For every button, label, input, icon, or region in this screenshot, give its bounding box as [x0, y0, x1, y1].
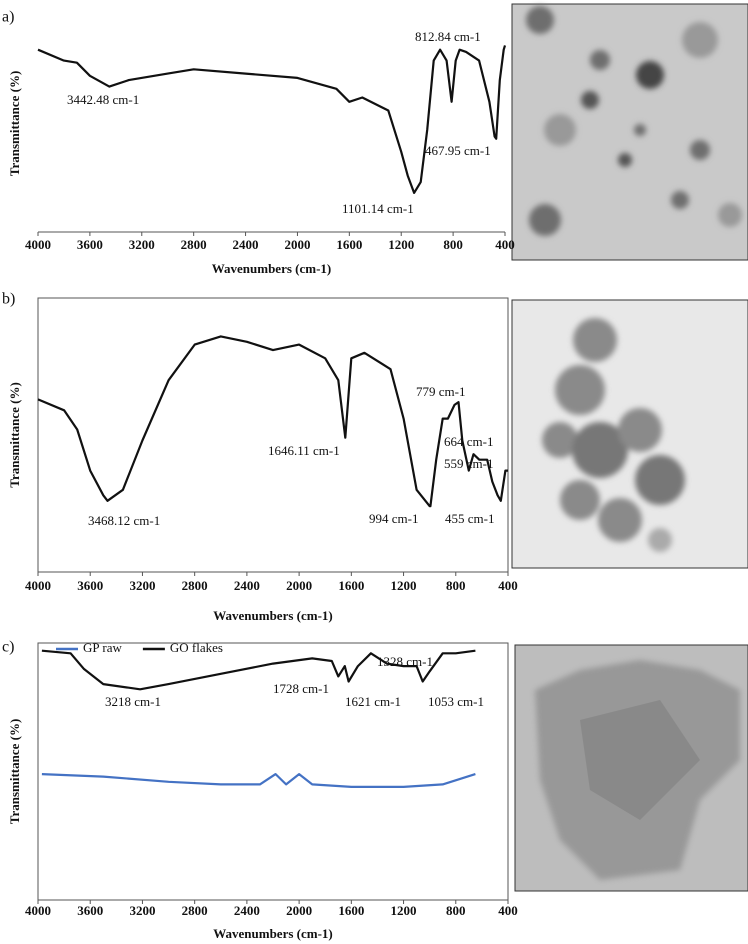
x-tick-label: 1600 — [338, 903, 364, 918]
x-tick-label: 400 — [498, 578, 518, 593]
x-tick-label: 3200 — [129, 578, 155, 593]
peak-annotation: 1053 cm-1 — [428, 694, 484, 709]
x-tick-label: 800 — [446, 578, 466, 593]
tem-image-b — [511, 299, 748, 569]
y-axis-title: Transmittance (%) — [7, 719, 22, 825]
x-tick-label: 3600 — [77, 903, 103, 918]
peak-annotation: 1646.11 cm-1 — [268, 443, 340, 458]
x-tick-label: 2400 — [234, 903, 260, 918]
tem-image-c — [514, 644, 748, 892]
legend-label: GP raw — [83, 640, 122, 655]
x-tick-label: 2800 — [182, 903, 208, 918]
panel-label: a) — [2, 9, 14, 26]
x-tick-label: 4000 — [25, 237, 51, 252]
x-axis-title: Wavenumbers (cm-1) — [212, 261, 332, 276]
spectrum-line — [41, 649, 476, 691]
x-tick-label: 1200 — [391, 578, 417, 593]
x-tick-label: 4000 — [25, 903, 51, 918]
x-tick-label: 1200 — [391, 903, 417, 918]
peak-annotation: 1621 cm-1 — [345, 694, 401, 709]
peak-annotation: 455 cm-1 — [445, 511, 494, 526]
x-tick-label: 400 — [495, 237, 515, 252]
y-axis-title: Transmittance (%) — [7, 71, 22, 177]
x-tick-label: 3200 — [129, 903, 155, 918]
x-tick-label: 2400 — [233, 237, 259, 252]
x-tick-label: 4000 — [25, 578, 51, 593]
x-axis-title: Wavenumbers (cm-1) — [213, 608, 333, 623]
x-tick-label: 2000 — [286, 578, 312, 593]
peak-annotation: 559 cm-1 — [444, 456, 493, 471]
tem-image-a — [511, 3, 748, 261]
x-tick-label: 800 — [443, 237, 463, 252]
x-tick-label: 2000 — [286, 903, 312, 918]
x-tick-label: 2800 — [181, 237, 207, 252]
peak-annotation: 3442.48 cm-1 — [67, 92, 139, 107]
x-tick-label: 3600 — [77, 578, 103, 593]
x-tick-label: 1200 — [388, 237, 414, 252]
peak-annotation: 467.95 cm-1 — [425, 143, 491, 158]
plot-frame — [37, 297, 509, 573]
peak-annotation: 1101.14 cm-1 — [342, 201, 414, 216]
x-tick-label: 2000 — [284, 237, 310, 252]
peak-annotation: 1728 cm-1 — [273, 681, 329, 696]
x-tick-label: 2400 — [234, 578, 260, 593]
peak-annotation: 3218 cm-1 — [105, 694, 161, 709]
peak-annotation: 812.84 cm-1 — [415, 29, 481, 44]
panel-label: b) — [2, 291, 15, 308]
x-tick-label: 3200 — [129, 237, 155, 252]
x-tick-label: 800 — [446, 903, 466, 918]
peak-annotation: 779 cm-1 — [416, 384, 465, 399]
x-tick-label: 1600 — [336, 237, 362, 252]
x-tick-label: 1600 — [338, 578, 364, 593]
x-tick-label: 3600 — [77, 237, 103, 252]
x-tick-label: 400 — [498, 903, 518, 918]
spectrum-line — [37, 335, 508, 508]
y-axis-title: Transmittance (%) — [7, 382, 22, 488]
panel-label: c) — [2, 639, 14, 656]
x-tick-label: 2800 — [182, 578, 208, 593]
x-axis-title: Wavenumbers (cm-1) — [213, 926, 333, 941]
peak-annotation: 3468.12 cm-1 — [88, 513, 160, 528]
plot-frame — [37, 642, 509, 901]
peak-annotation: 1328 cm-1 — [377, 654, 433, 669]
peak-annotation: 994 cm-1 — [369, 511, 418, 526]
spectrum-line — [41, 773, 476, 788]
legend-label: GO flakes — [170, 640, 223, 655]
peak-annotation: 664 cm-1 — [444, 434, 493, 449]
spectrum-line — [37, 45, 507, 194]
